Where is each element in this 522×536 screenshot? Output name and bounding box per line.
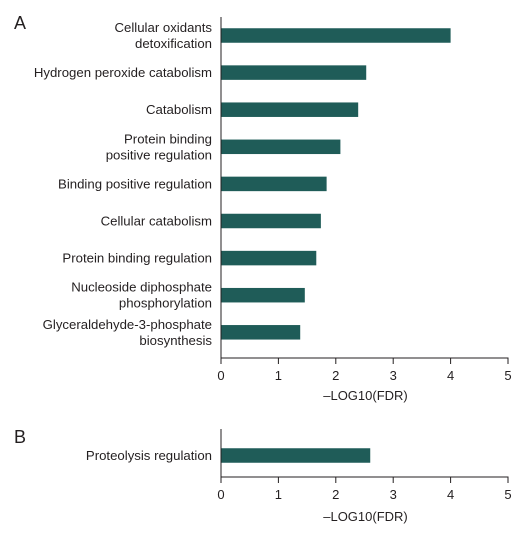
- category-label: Protein binding positive regulation: [106, 131, 212, 162]
- x-tick-label: 0: [217, 487, 224, 502]
- category-label: Protein binding regulation: [62, 251, 212, 266]
- bar: [221, 28, 451, 43]
- chart-panel-b: B Proteolysis regulation 0 1 2 3 4 5 –LOG10(FDR): [14, 427, 512, 524]
- category-label: Proteolysis regulation: [86, 448, 212, 463]
- category-label: Nucleoside diphosphate phosphorylation: [71, 280, 212, 311]
- panel-label: A: [14, 13, 26, 33]
- bar: [221, 448, 371, 463]
- x-axis-label: –LOG10(FDR): [323, 388, 408, 403]
- bar: [221, 325, 301, 340]
- category-label: Glyceraldehyde-3-phosphate biosynthesis: [43, 317, 213, 348]
- bar: [221, 213, 321, 229]
- category-label: Cellular catabolism: [101, 214, 212, 229]
- x-tick-label: 4: [447, 368, 454, 383]
- x-tick-label: 2: [332, 487, 339, 502]
- panel-label: B: [14, 427, 26, 447]
- x-tick-label: 1: [275, 487, 282, 502]
- x-tick-label: 2: [332, 368, 339, 383]
- chart-panel-a: A Cellular oxidants detoxification Hydrogen…: [14, 13, 512, 403]
- x-tick-label: 5: [504, 487, 511, 502]
- x-tick-label: 5: [504, 368, 511, 383]
- bar: [221, 102, 359, 117]
- x-tick-label: 0: [217, 368, 224, 383]
- category-label: Hydrogen peroxide catabolism: [34, 65, 212, 80]
- bar: [221, 176, 327, 192]
- x-tick-label: 3: [390, 487, 397, 502]
- bar: [221, 65, 367, 80]
- x-tick-label: 4: [447, 487, 454, 502]
- category-label: Cellular oxidants detoxification: [115, 20, 213, 51]
- bar: [221, 250, 317, 266]
- category-label: Binding positive regulation: [58, 176, 212, 191]
- x-tick-label: 3: [390, 368, 397, 383]
- bar: [221, 287, 305, 303]
- x-tick-label: 1: [275, 368, 282, 383]
- category-label: Catabolism: [146, 102, 212, 117]
- x-axis-label: –LOG10(FDR): [323, 509, 408, 524]
- bar: [221, 139, 341, 155]
